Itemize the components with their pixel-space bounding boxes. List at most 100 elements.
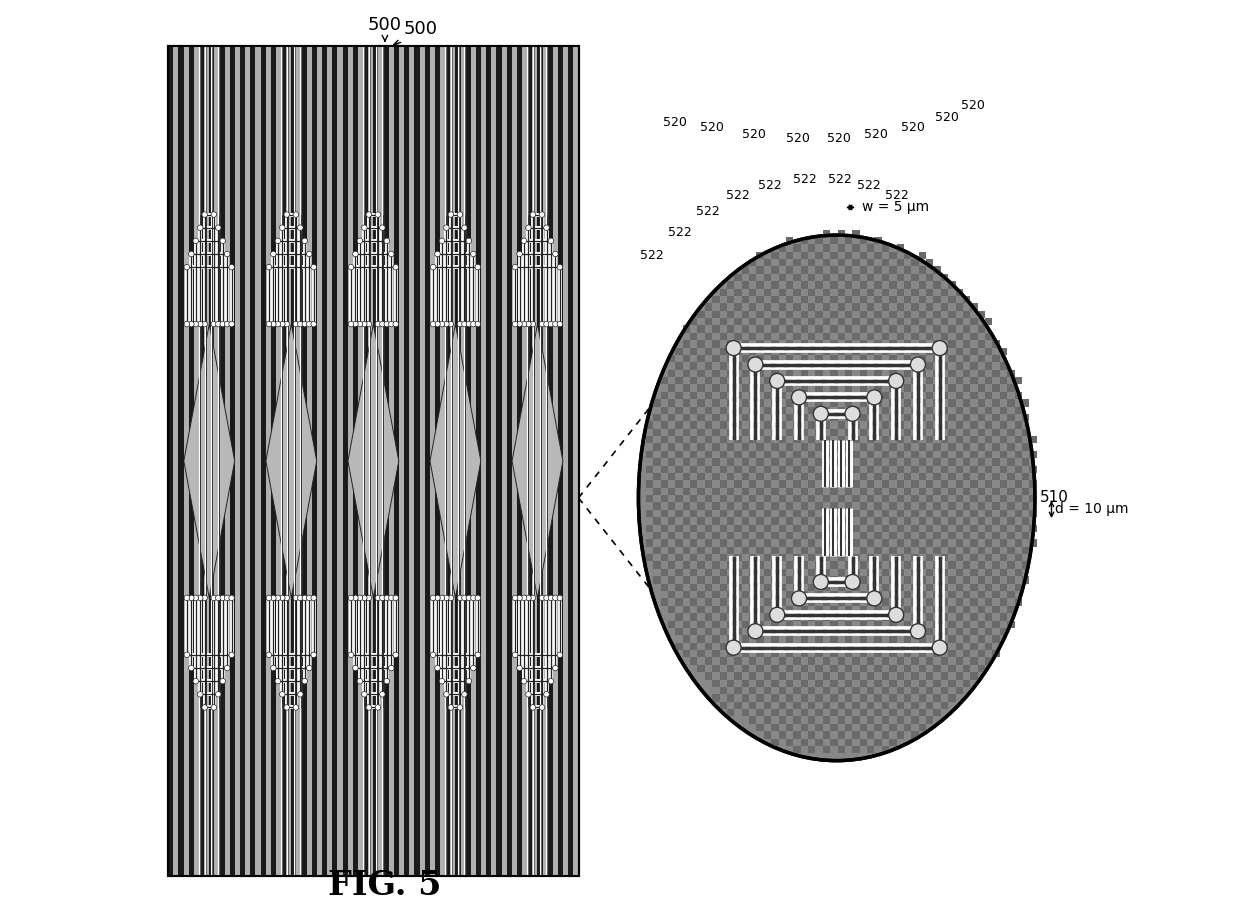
Bar [808, 274, 816, 281]
Bar [727, 591, 734, 598]
Bar [837, 377, 844, 384]
Bar [794, 303, 801, 311]
Bar [306, 46, 311, 876]
Circle shape [219, 322, 226, 327]
Bar [919, 473, 926, 480]
Circle shape [521, 238, 527, 243]
Bar [823, 348, 831, 355]
Bar [844, 443, 852, 451]
Bar [963, 414, 971, 421]
Bar [1007, 621, 1014, 628]
Bar [749, 702, 756, 709]
Bar [347, 46, 353, 876]
Circle shape [202, 704, 207, 710]
Bar [985, 407, 992, 414]
Bar [749, 539, 756, 547]
Bar [999, 451, 1007, 458]
Bar [844, 502, 852, 510]
Bar [831, 429, 837, 436]
Bar [977, 325, 985, 333]
Circle shape [293, 704, 299, 710]
Bar [837, 259, 844, 266]
Circle shape [197, 596, 203, 601]
Bar [727, 340, 734, 348]
Bar [934, 576, 941, 584]
Bar [971, 407, 977, 414]
Bar [697, 502, 704, 510]
Bar [719, 525, 727, 532]
Bar [859, 237, 867, 244]
Bar [801, 561, 808, 569]
Bar [794, 554, 801, 561]
Bar [963, 606, 971, 613]
Bar [934, 621, 941, 628]
Bar [734, 436, 742, 443]
Bar [697, 561, 704, 569]
Bar [889, 340, 897, 348]
Bar [786, 621, 794, 628]
Bar [867, 348, 874, 355]
Bar [919, 694, 926, 702]
Circle shape [352, 666, 358, 671]
Bar [771, 665, 779, 672]
Bar [1022, 473, 1029, 480]
Bar [949, 443, 956, 451]
Bar [889, 576, 897, 584]
Bar [831, 694, 837, 702]
Bar [999, 495, 1007, 502]
Bar [852, 525, 859, 532]
Bar [697, 414, 704, 421]
Bar [1007, 532, 1014, 539]
Bar [985, 539, 992, 547]
Circle shape [306, 251, 312, 256]
Bar [999, 569, 1007, 576]
Bar [779, 598, 786, 606]
Bar [904, 384, 911, 392]
Bar [1029, 436, 1037, 443]
Bar [874, 650, 882, 657]
Bar [992, 399, 999, 407]
Bar [859, 561, 867, 569]
Bar [949, 384, 956, 392]
Bar [756, 694, 764, 702]
Bar [816, 443, 823, 451]
Bar [697, 370, 704, 377]
Bar [919, 532, 926, 539]
Bar [971, 480, 977, 488]
Circle shape [393, 596, 398, 601]
Bar [971, 318, 977, 325]
Bar [956, 303, 963, 311]
Bar [801, 739, 808, 746]
Bar [756, 355, 764, 362]
Bar [956, 510, 963, 517]
Bar [373, 46, 378, 876]
Circle shape [275, 679, 280, 684]
Bar [889, 650, 897, 657]
Bar [1007, 429, 1014, 436]
Bar [844, 414, 852, 421]
Bar [712, 532, 719, 539]
Bar [704, 436, 712, 443]
Bar [779, 702, 786, 709]
Bar [719, 657, 727, 665]
Bar [889, 384, 897, 392]
Bar [779, 466, 786, 473]
Circle shape [202, 212, 207, 218]
Bar [749, 407, 756, 414]
Bar [992, 635, 999, 643]
Bar [874, 443, 882, 451]
Circle shape [475, 265, 481, 270]
Bar [727, 576, 734, 584]
Bar [889, 635, 897, 643]
Bar [956, 362, 963, 370]
Bar [786, 429, 794, 436]
Polygon shape [348, 325, 399, 598]
Bar [859, 473, 867, 480]
Bar [911, 598, 919, 606]
Bar [742, 340, 749, 348]
Bar [874, 370, 882, 377]
Circle shape [439, 679, 445, 684]
Bar [771, 325, 779, 333]
Bar [985, 348, 992, 355]
Bar [697, 340, 704, 348]
